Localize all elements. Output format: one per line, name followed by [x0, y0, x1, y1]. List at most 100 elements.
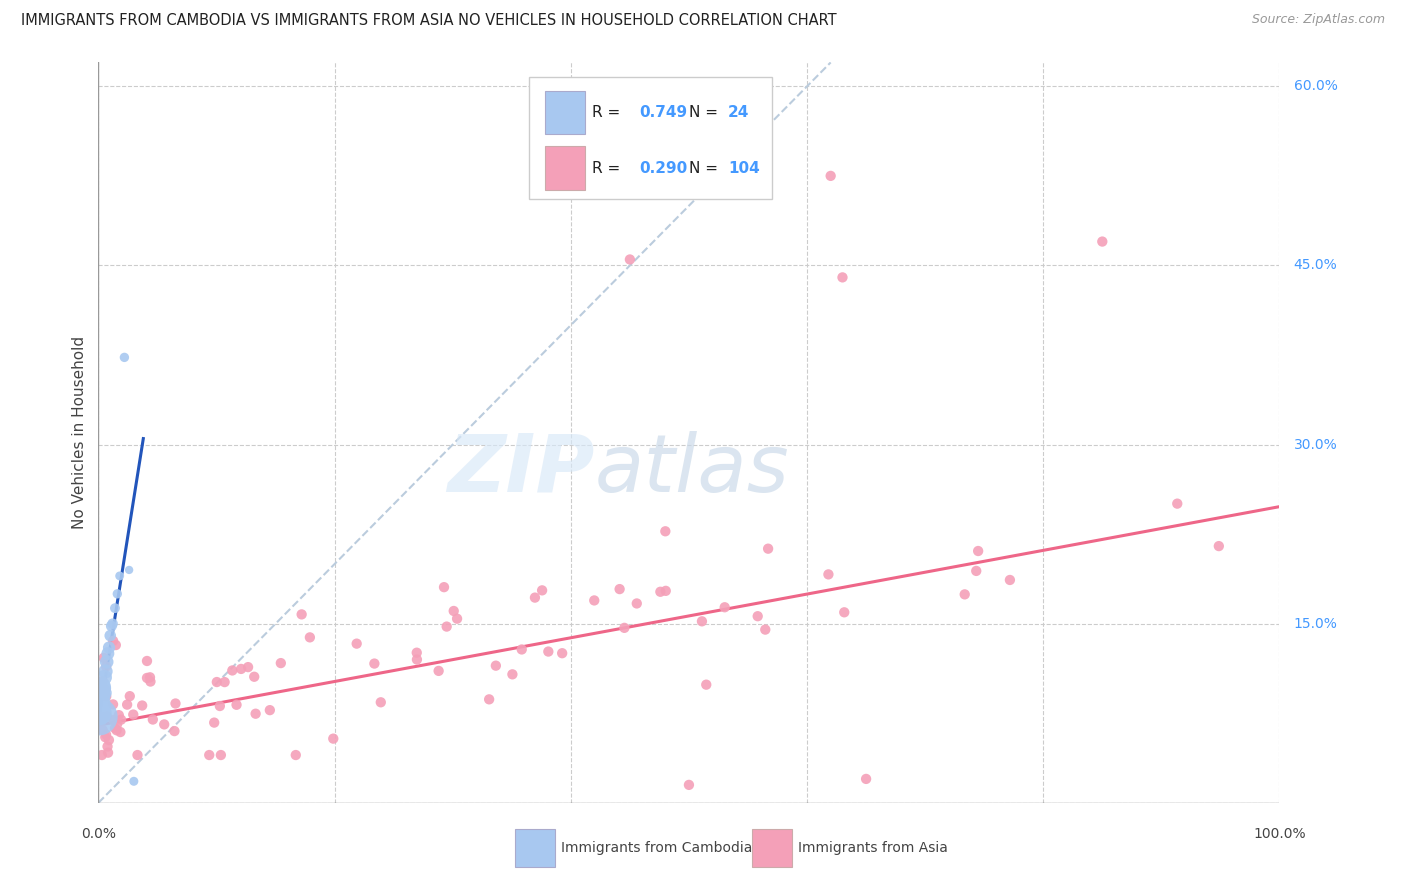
Point [678, 169, 700, 183]
Point [747, 609, 769, 624]
Text: 15.0%: 15.0% [1294, 616, 1337, 631]
Point [583, 593, 606, 607]
Point [531, 583, 554, 598]
Point [259, 703, 281, 717]
Point [165, 697, 187, 711]
Text: R =: R = [592, 161, 626, 176]
Point [406, 652, 429, 666]
Text: Immigrants from Cambodia: Immigrants from Cambodia [561, 841, 752, 855]
Point [89, 701, 111, 715]
Point [118, 563, 141, 577]
FancyBboxPatch shape [546, 146, 585, 190]
Point [523, 591, 546, 605]
Point [284, 747, 307, 762]
Point [101, 698, 124, 712]
Point [754, 623, 776, 637]
Point [122, 774, 145, 789]
Point [270, 656, 292, 670]
Point [90, 697, 112, 711]
Text: N =: N = [689, 161, 718, 176]
Point [363, 657, 385, 671]
Point [94, 727, 117, 741]
Point [198, 747, 221, 762]
Point [501, 667, 523, 681]
Point [105, 587, 128, 601]
Text: 45.0%: 45.0% [1294, 259, 1337, 272]
Point [98, 640, 121, 655]
Point [93, 651, 115, 665]
Point [108, 569, 131, 583]
Point [90, 714, 112, 729]
Text: 0.749: 0.749 [640, 104, 688, 120]
Point [446, 612, 468, 626]
Y-axis label: No Vehicles in Household: No Vehicles in Household [72, 336, 87, 529]
Point [94, 730, 117, 744]
Point [436, 619, 458, 633]
Point [91, 723, 114, 737]
Point [609, 582, 631, 596]
Point [967, 544, 990, 558]
Point [654, 524, 676, 539]
Point [96, 709, 118, 723]
Text: Immigrants from Asia: Immigrants from Asia [797, 841, 948, 855]
FancyBboxPatch shape [516, 829, 555, 867]
Text: atlas: atlas [595, 431, 789, 508]
Point [139, 670, 162, 684]
Point [221, 664, 243, 678]
Point [998, 573, 1021, 587]
Point [655, 583, 678, 598]
Point [756, 541, 779, 556]
Point [101, 616, 124, 631]
Point [136, 671, 159, 685]
Point [94, 665, 117, 679]
Point [953, 587, 976, 601]
Point [209, 747, 232, 762]
FancyBboxPatch shape [752, 829, 792, 867]
Point [485, 658, 508, 673]
Point [89, 698, 111, 712]
Point [118, 689, 141, 703]
Point [136, 654, 159, 668]
Point [87, 710, 110, 724]
Text: 0.0%: 0.0% [82, 827, 115, 840]
Text: 104: 104 [728, 161, 759, 176]
Point [370, 695, 392, 709]
Point [104, 721, 127, 735]
Point [433, 580, 456, 594]
Point [619, 252, 641, 267]
Point [93, 686, 115, 700]
Point [322, 731, 344, 746]
Point [291, 607, 314, 622]
Text: R =: R = [592, 104, 626, 120]
Point [91, 679, 114, 693]
FancyBboxPatch shape [530, 78, 772, 200]
Point [510, 642, 533, 657]
Text: Source: ZipAtlas.com: Source: ZipAtlas.com [1251, 13, 1385, 27]
Text: 100.0%: 100.0% [1253, 827, 1306, 840]
Point [153, 717, 176, 731]
Point [820, 169, 842, 183]
Point [131, 698, 153, 713]
Point [713, 600, 735, 615]
Point [91, 681, 114, 695]
Point [214, 675, 236, 690]
Point [91, 694, 114, 708]
Point [202, 715, 225, 730]
Text: 24: 24 [728, 104, 749, 120]
Point [427, 664, 450, 678]
Point [690, 615, 713, 629]
Point [346, 637, 368, 651]
Point [97, 733, 120, 747]
Point [1091, 235, 1114, 249]
Point [96, 655, 118, 669]
Point [245, 706, 267, 721]
Point [104, 638, 127, 652]
Point [90, 689, 112, 703]
Point [678, 778, 700, 792]
Point [105, 717, 128, 731]
Point [405, 646, 427, 660]
Point [108, 708, 131, 723]
Point [101, 633, 124, 648]
Point [100, 619, 122, 633]
Point [139, 674, 162, 689]
